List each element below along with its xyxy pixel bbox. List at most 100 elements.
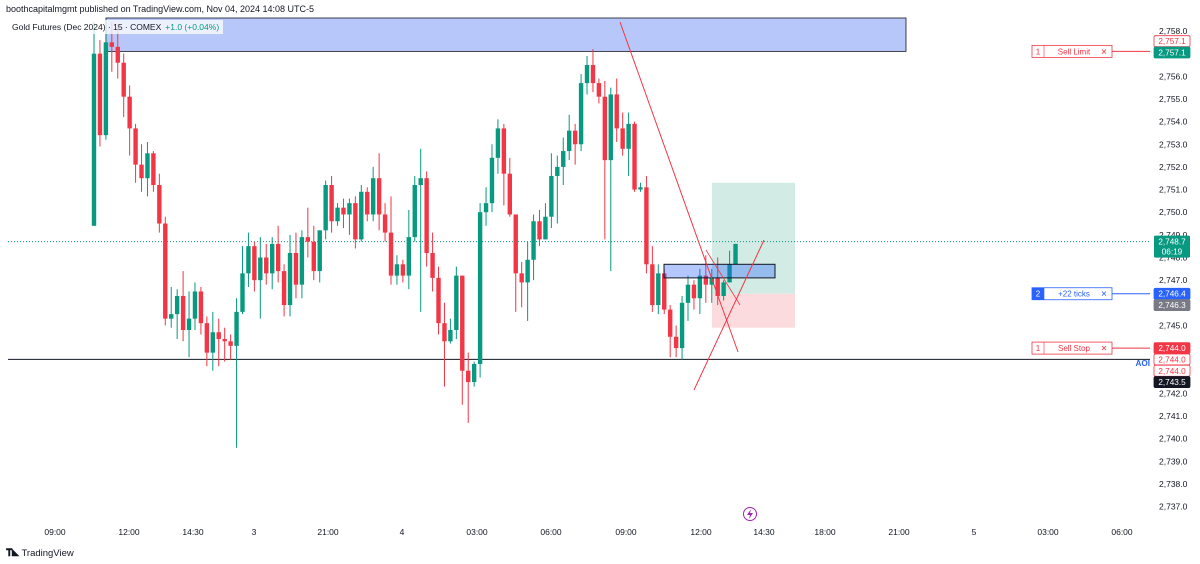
candle (495, 119, 501, 174)
order-tag-frame (1031, 44, 1113, 58)
candle-body (626, 123, 631, 149)
candle-body (216, 332, 221, 340)
candle-body (430, 252, 435, 278)
sell-stop-ghost-price-1: 2,744.0 (1158, 355, 1186, 364)
candle (311, 225, 316, 281)
order-tag-qty-bg (1032, 287, 1044, 300)
candle-body (139, 164, 144, 179)
candle-body (198, 291, 204, 324)
candle-body (115, 46, 120, 63)
y-tick-label: 2,755.0 (1159, 94, 1188, 104)
candle (471, 361, 477, 387)
y-tick-label: 2,751.0 (1159, 185, 1188, 195)
candle (91, 21, 97, 226)
candle-body (359, 191, 364, 240)
candle-body (323, 185, 328, 231)
candle-body (667, 309, 673, 337)
lightning-icon[interactable] (743, 507, 757, 521)
sell-stop-ghost-price-2: 2,744.0 (1158, 367, 1186, 376)
candle (466, 352, 471, 423)
candle (709, 268, 714, 303)
candle-body (685, 284, 691, 303)
candle-body (495, 128, 501, 158)
y-tick-label: 2,752.0 (1159, 162, 1188, 172)
brand-name: TradingView (21, 548, 74, 559)
candle (733, 243, 738, 265)
candle (388, 196, 394, 285)
candle-body (174, 296, 180, 315)
candle (531, 214, 536, 281)
last-price-label: 2,748.7 (1158, 238, 1186, 247)
candle-body (567, 130, 572, 152)
x-tick-label: 21:00 (317, 527, 339, 537)
candle-body (305, 237, 311, 242)
order-tag-label: Sell Limit (1058, 47, 1091, 56)
y-tick-label: 2,739.0 (1159, 456, 1188, 466)
candle-body (370, 178, 376, 215)
y-tick-label: 2,740.0 (1159, 434, 1188, 444)
candle-body (507, 173, 512, 215)
candle (210, 311, 215, 371)
candle-body (186, 318, 192, 330)
candle-body (180, 296, 186, 330)
candle-body (151, 153, 156, 186)
candle-body (365, 191, 370, 215)
candle-body (145, 153, 150, 179)
candle (584, 55, 590, 95)
candle-body (418, 178, 423, 186)
candle-body (299, 237, 305, 285)
candle (483, 187, 489, 226)
y-tick-label: 2,742.0 (1159, 388, 1188, 398)
symbol-legend[interactable]: Gold Futures (Dec 2024) · 15 · COMEX +1.0… (8, 20, 224, 34)
candle (163, 216, 168, 326)
candle (430, 232, 435, 292)
candle-body (222, 339, 227, 342)
y-tick-label: 2,756.0 (1159, 71, 1188, 81)
candle-body (590, 64, 596, 84)
trendline-up (693, 239, 765, 391)
candle-body (489, 157, 495, 204)
order-tag-1[interactable]: 2 +22 ticks ✕ (1031, 287, 1113, 301)
candle (727, 250, 732, 283)
aoi-label: AOI (1135, 359, 1150, 368)
candle (287, 234, 293, 317)
candle (454, 266, 459, 340)
candle (376, 153, 382, 231)
candle-body (133, 128, 138, 165)
candle-body (157, 185, 162, 224)
candle (305, 207, 311, 258)
candle (133, 123, 138, 183)
candle (537, 209, 542, 247)
candle (216, 318, 221, 367)
candle-body (614, 94, 619, 129)
candle (567, 114, 572, 161)
candle-body (733, 243, 738, 265)
sell-limit-price-bg (1153, 46, 1191, 59)
candle (281, 264, 287, 317)
publish-header: boothcapitalmgmt published on TradingVie… (0, 0, 1200, 18)
candle (317, 230, 322, 283)
candle (477, 203, 483, 378)
candle-body (561, 151, 566, 167)
x-tick-label: 14:30 (182, 527, 204, 537)
order-tag-2[interactable]: 1 Sell Stop ✕ (1031, 341, 1113, 355)
profit-zone-box (712, 182, 795, 294)
candle (543, 203, 548, 240)
candle-body (525, 259, 530, 283)
candle-body (513, 214, 518, 274)
candle-body (169, 314, 174, 319)
candle (525, 241, 530, 321)
candle (489, 144, 495, 213)
footer-brand[interactable]: 𝐓◣ TradingView (6, 548, 74, 560)
candle-body (163, 223, 168, 319)
y-tick-label: 2,749.0 (1159, 230, 1188, 240)
candle (186, 291, 192, 358)
candle (602, 80, 608, 240)
candle-body (584, 64, 590, 84)
candle-body (270, 243, 275, 274)
y-tick-label: 2,753.0 (1159, 139, 1188, 149)
candle (157, 173, 162, 233)
order-tag-0[interactable]: 1 Sell Limit ✕ (1031, 44, 1113, 58)
candle-body (258, 257, 263, 281)
